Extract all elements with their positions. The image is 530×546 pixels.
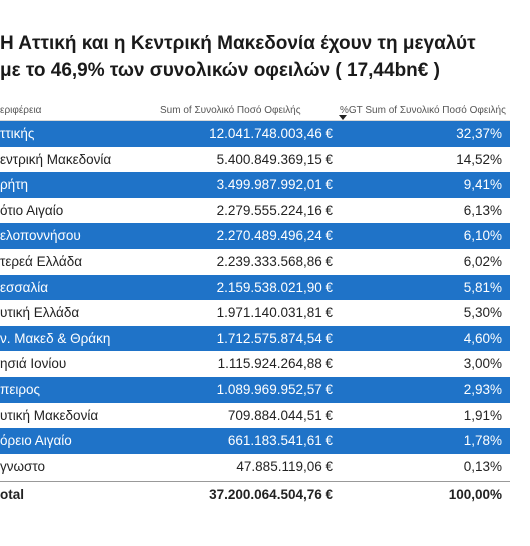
region-cell: ελοποννήσου — [0, 228, 81, 244]
table-row[interactable]: ελοποννήσου 2.270.489.496,24 € 6,10% — [0, 223, 510, 249]
pct-cell: 2,93% — [463, 381, 502, 397]
sum-cell: 12.041.748.003,46 € — [209, 126, 333, 141]
total-pct: 100,00% — [448, 487, 502, 503]
region-cell: εσσαλία — [0, 279, 49, 295]
pct-cell: 1,91% — [463, 407, 502, 423]
region-cell: υτική Μακεδονία — [0, 407, 99, 423]
pct-cell: 0,13% — [463, 458, 502, 474]
region-cell: τερεά Ελλάδα — [0, 253, 83, 269]
region-cell: υτική Ελλάδα — [0, 305, 80, 321]
total-label: otal — [0, 487, 25, 503]
table-row[interactable]: εντρική Μακεδονία 5.400.849.369,15 € 14,52… — [0, 147, 510, 173]
pct-cell: 6,10% — [463, 228, 502, 244]
total-sum: 37.200.064.504,76 € — [209, 487, 333, 503]
regions-table: εριφέρεια Sum of Συνολικό Ποσό Οφειλής %… — [0, 100, 510, 508]
pct-cell: 1,78% — [463, 433, 502, 449]
region-cell: ν. Μακεδ & Θράκη — [0, 330, 111, 346]
sum-cell: 661.183.541,61 € — [227, 433, 333, 449]
pct-cell: 9,41% — [463, 177, 502, 193]
headline-line-2: με το 46,9% των συνολικών οφειλών ( 17,4… — [0, 60, 440, 81]
sum-cell: 1.089.969.952,57 € — [216, 381, 333, 397]
table-row[interactable]: υτική Ελλάδα 1.971.140.031,81 € 5,30% — [0, 300, 510, 326]
column-header-sum[interactable]: Sum of Συνολικό Ποσό Οφειλής — [160, 105, 301, 116]
region-cell: ττικής — [0, 126, 35, 141]
pct-cell: 4,60% — [463, 330, 502, 346]
pct-cell: 32,37% — [456, 126, 502, 141]
sum-cell: 2.270.489.496,24 € — [216, 228, 333, 244]
sum-cell: 709.884.044,51 € — [227, 407, 333, 423]
pct-cell: 5,81% — [463, 279, 502, 295]
table-row[interactable]: ησιά Ιονίου 1.115.924.264,88 € 3,00% — [0, 351, 510, 377]
table-row[interactable]: ότιο Αιγαίο 2.279.555.224,16 € 6,13% — [0, 198, 510, 224]
table-row[interactable]: εσσαλία 2.159.538.021,90 € 5,81% — [0, 274, 510, 301]
table-row[interactable]: ν. Μακεδ & Θράκη 1.712.575.874,54 € 4,60% — [0, 325, 510, 352]
table-row[interactable]: πειρος 1.089.969.952,57 € 2,93% — [0, 376, 510, 403]
sort-descending-icon[interactable] — [339, 115, 347, 120]
pct-cell: 14,52% — [456, 151, 502, 167]
table-row[interactable]: γνωστο 47.885.119,06 € 0,13% — [0, 454, 510, 480]
sum-cell: 2.239.333.568,86 € — [216, 253, 333, 269]
headline: Η Αττική και η Κεντρική Μακεδονία έχουν … — [0, 30, 530, 84]
sum-cell: 1.712.575.874,54 € — [216, 330, 333, 346]
table-row[interactable]: ρήτη 3.499.987.992,01 € 9,41% — [0, 172, 510, 198]
table-row[interactable]: υτική Μακεδονία 709.884.044,51 € 1,91% — [0, 403, 510, 429]
region-cell: ρήτη — [0, 177, 29, 193]
pct-cell: 6,13% — [463, 202, 502, 218]
table-row[interactable]: ττικής 12.041.748.003,46 € 32,37% — [0, 121, 510, 147]
table-body: ττικής 12.041.748.003,46 € 32,37% εντρική Μ… — [0, 121, 510, 479]
sum-cell: 1.115.924.264,88 € — [217, 356, 333, 372]
table-row[interactable]: τερεά Ελλάδα 2.239.333.568,86 € 6,02% — [0, 249, 510, 275]
region-cell: πειρος — [0, 381, 41, 397]
pct-cell: 3,00% — [463, 356, 502, 372]
region-cell: ότιο Αιγαίο — [0, 202, 64, 218]
headline-line-1: Η Αττική και η Κεντρική Μακεδονία έχουν … — [0, 33, 476, 54]
pct-cell: 5,30% — [463, 305, 502, 321]
sum-cell: 3.499.987.992,01 € — [216, 177, 333, 193]
sum-cell: 2.159.538.021,90 € — [216, 279, 333, 295]
table-row[interactable]: όρειο Αιγαίο 661.183.541,61 € 1,78% — [0, 428, 510, 454]
region-cell: ησιά Ιονίου — [0, 356, 67, 372]
total-row: otal 37.200.064.504,76 € 100,00% — [0, 481, 510, 508]
column-header-region[interactable]: εριφέρεια — [0, 105, 42, 116]
sum-cell: 47.885.119,06 € — [236, 458, 333, 474]
region-cell: εντρική Μακεδονία — [0, 151, 112, 167]
sum-cell: 1.971.140.031,81 € — [216, 305, 333, 321]
column-header-pct[interactable]: %GT Sum of Συνολικό Ποσό Οφειλής — [340, 105, 506, 116]
region-cell: όρειο Αιγαίο — [0, 433, 72, 449]
sum-cell: 5.400.849.369,15 € — [216, 151, 333, 167]
pct-cell: 6,02% — [463, 253, 502, 269]
table-header: εριφέρεια Sum of Συνολικό Ποσό Οφειλής %… — [0, 100, 510, 121]
region-cell: γνωστο — [0, 458, 46, 474]
sum-cell: 2.279.555.224,16 € — [216, 202, 333, 218]
